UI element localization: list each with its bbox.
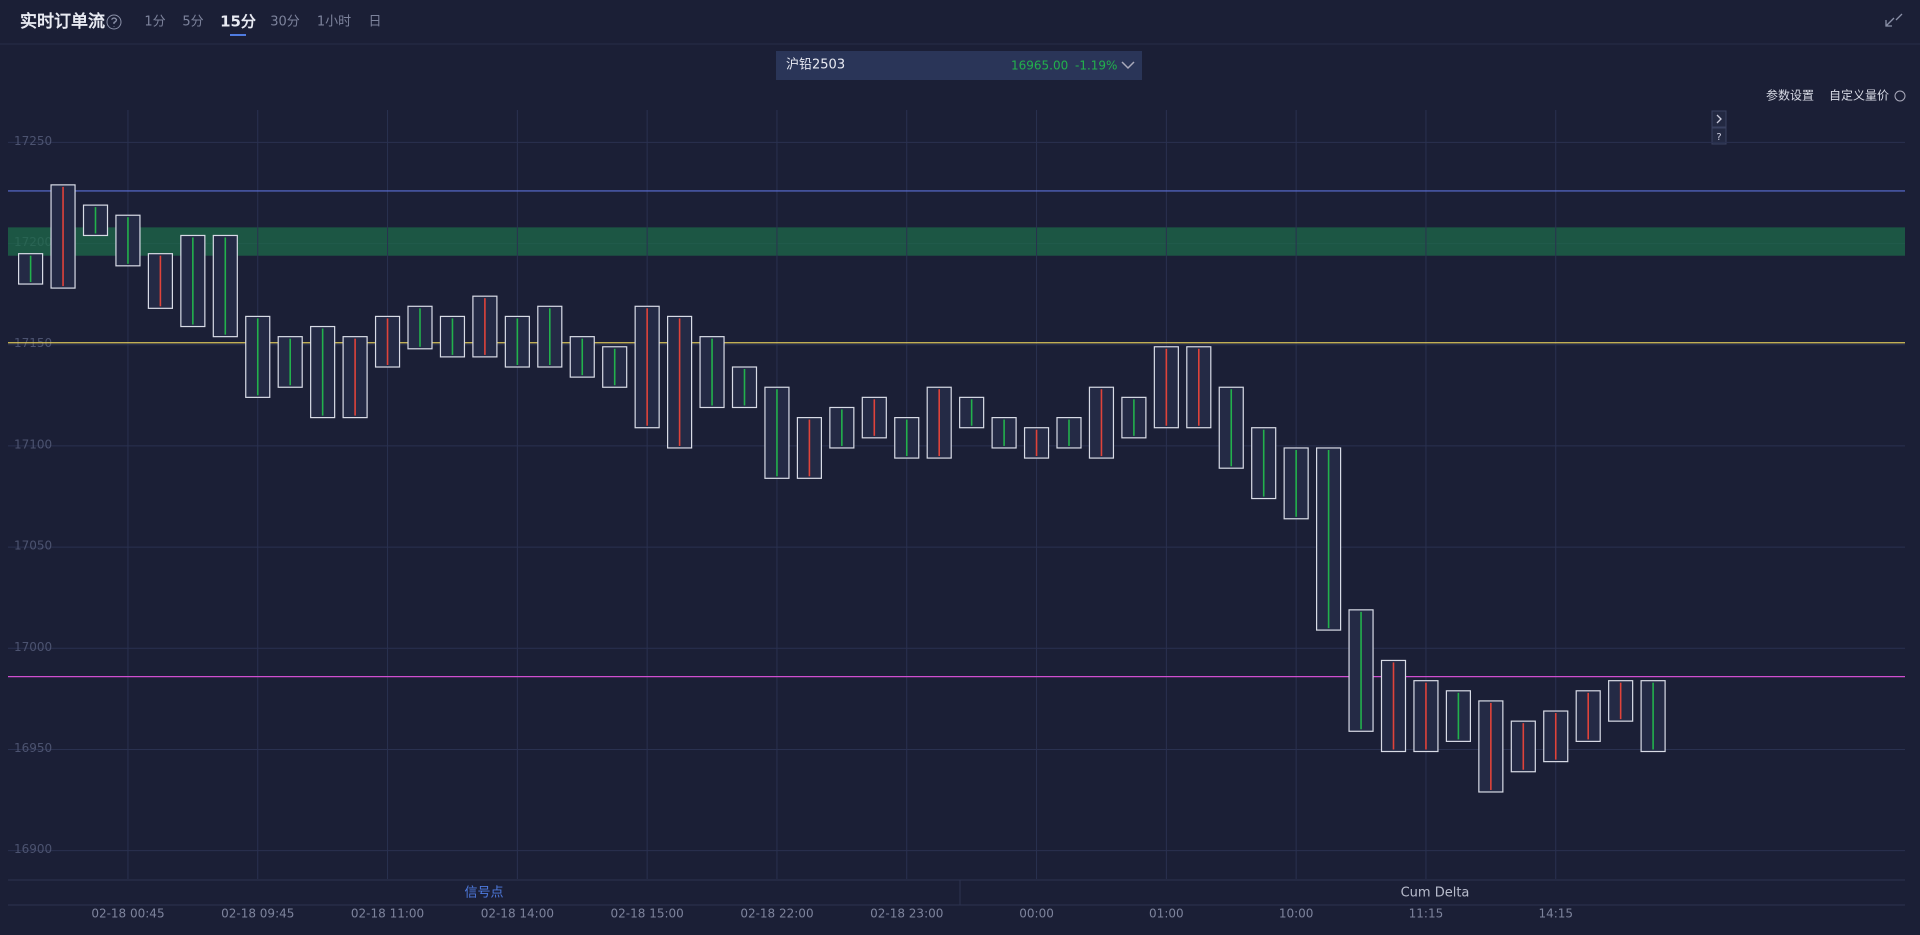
- page-title: 实时订单流: [20, 11, 105, 32]
- timeframe-tab[interactable]: 日: [368, 15, 381, 30]
- help-button[interactable]: [1711, 127, 1727, 145]
- x-tick-label: 02-18 22:00: [740, 907, 813, 921]
- x-tick-label: 02-18 00:45: [91, 907, 164, 921]
- contract-price: 16965.00: [1011, 59, 1068, 73]
- contract-change: -1.19%: [1075, 59, 1117, 73]
- expand-button[interactable]: [1711, 110, 1727, 128]
- x-tick-label: 01:00: [1149, 907, 1184, 921]
- y-tick-label: 17050: [14, 539, 52, 553]
- y-tick-label: 17000: [14, 640, 52, 654]
- x-tick-label: 02-18 15:00: [611, 907, 684, 921]
- help-glyph: [111, 17, 118, 27]
- x-tick-label: 14:15: [1538, 907, 1573, 921]
- dropdown-chevron: [1121, 61, 1135, 70]
- timeframe-tab[interactable]: 15分: [220, 13, 256, 31]
- y-tick-label: 16950: [14, 741, 52, 755]
- custom-action[interactable]: 自定义量价: [1829, 88, 1889, 103]
- settings-icon[interactable]: [1894, 90, 1906, 102]
- x-tick-label: 02-18 11:00: [351, 907, 424, 921]
- y-tick-label: 17250: [14, 134, 52, 148]
- x-tick-label: 02-18 14:00: [481, 907, 554, 921]
- settings-action[interactable]: 参数设置: [1766, 88, 1814, 103]
- x-tick-label: 11:15: [1409, 907, 1444, 921]
- x-tick-label: 02-18 23:00: [870, 907, 943, 921]
- panel-tab[interactable]: Cum Delta: [1401, 886, 1470, 901]
- timeframe-tab[interactable]: 30分: [270, 15, 300, 30]
- y-tick-label: 16900: [14, 842, 52, 856]
- x-tick-label: 02-18 09:45: [221, 907, 294, 921]
- y-tick-label: 17100: [14, 437, 52, 451]
- x-tick-label: 10:00: [1279, 907, 1314, 921]
- help-icon[interactable]: [106, 14, 122, 30]
- timeframe-tab[interactable]: 1分: [144, 15, 165, 30]
- expand-glyph: [1716, 114, 1722, 124]
- panel-tab[interactable]: 信号点: [464, 886, 503, 901]
- contract-name: 沪铅2503: [786, 57, 845, 73]
- collapse-icon[interactable]: [1885, 13, 1903, 27]
- timeframe-tab[interactable]: 5分: [182, 15, 203, 30]
- help-button-label: ?: [1716, 132, 1721, 143]
- price-zone: [8, 227, 1905, 256]
- timeframe-tab[interactable]: 1小时: [317, 15, 351, 30]
- contract-selector[interactable]: [776, 51, 1142, 80]
- x-tick-label: 00:00: [1019, 907, 1054, 921]
